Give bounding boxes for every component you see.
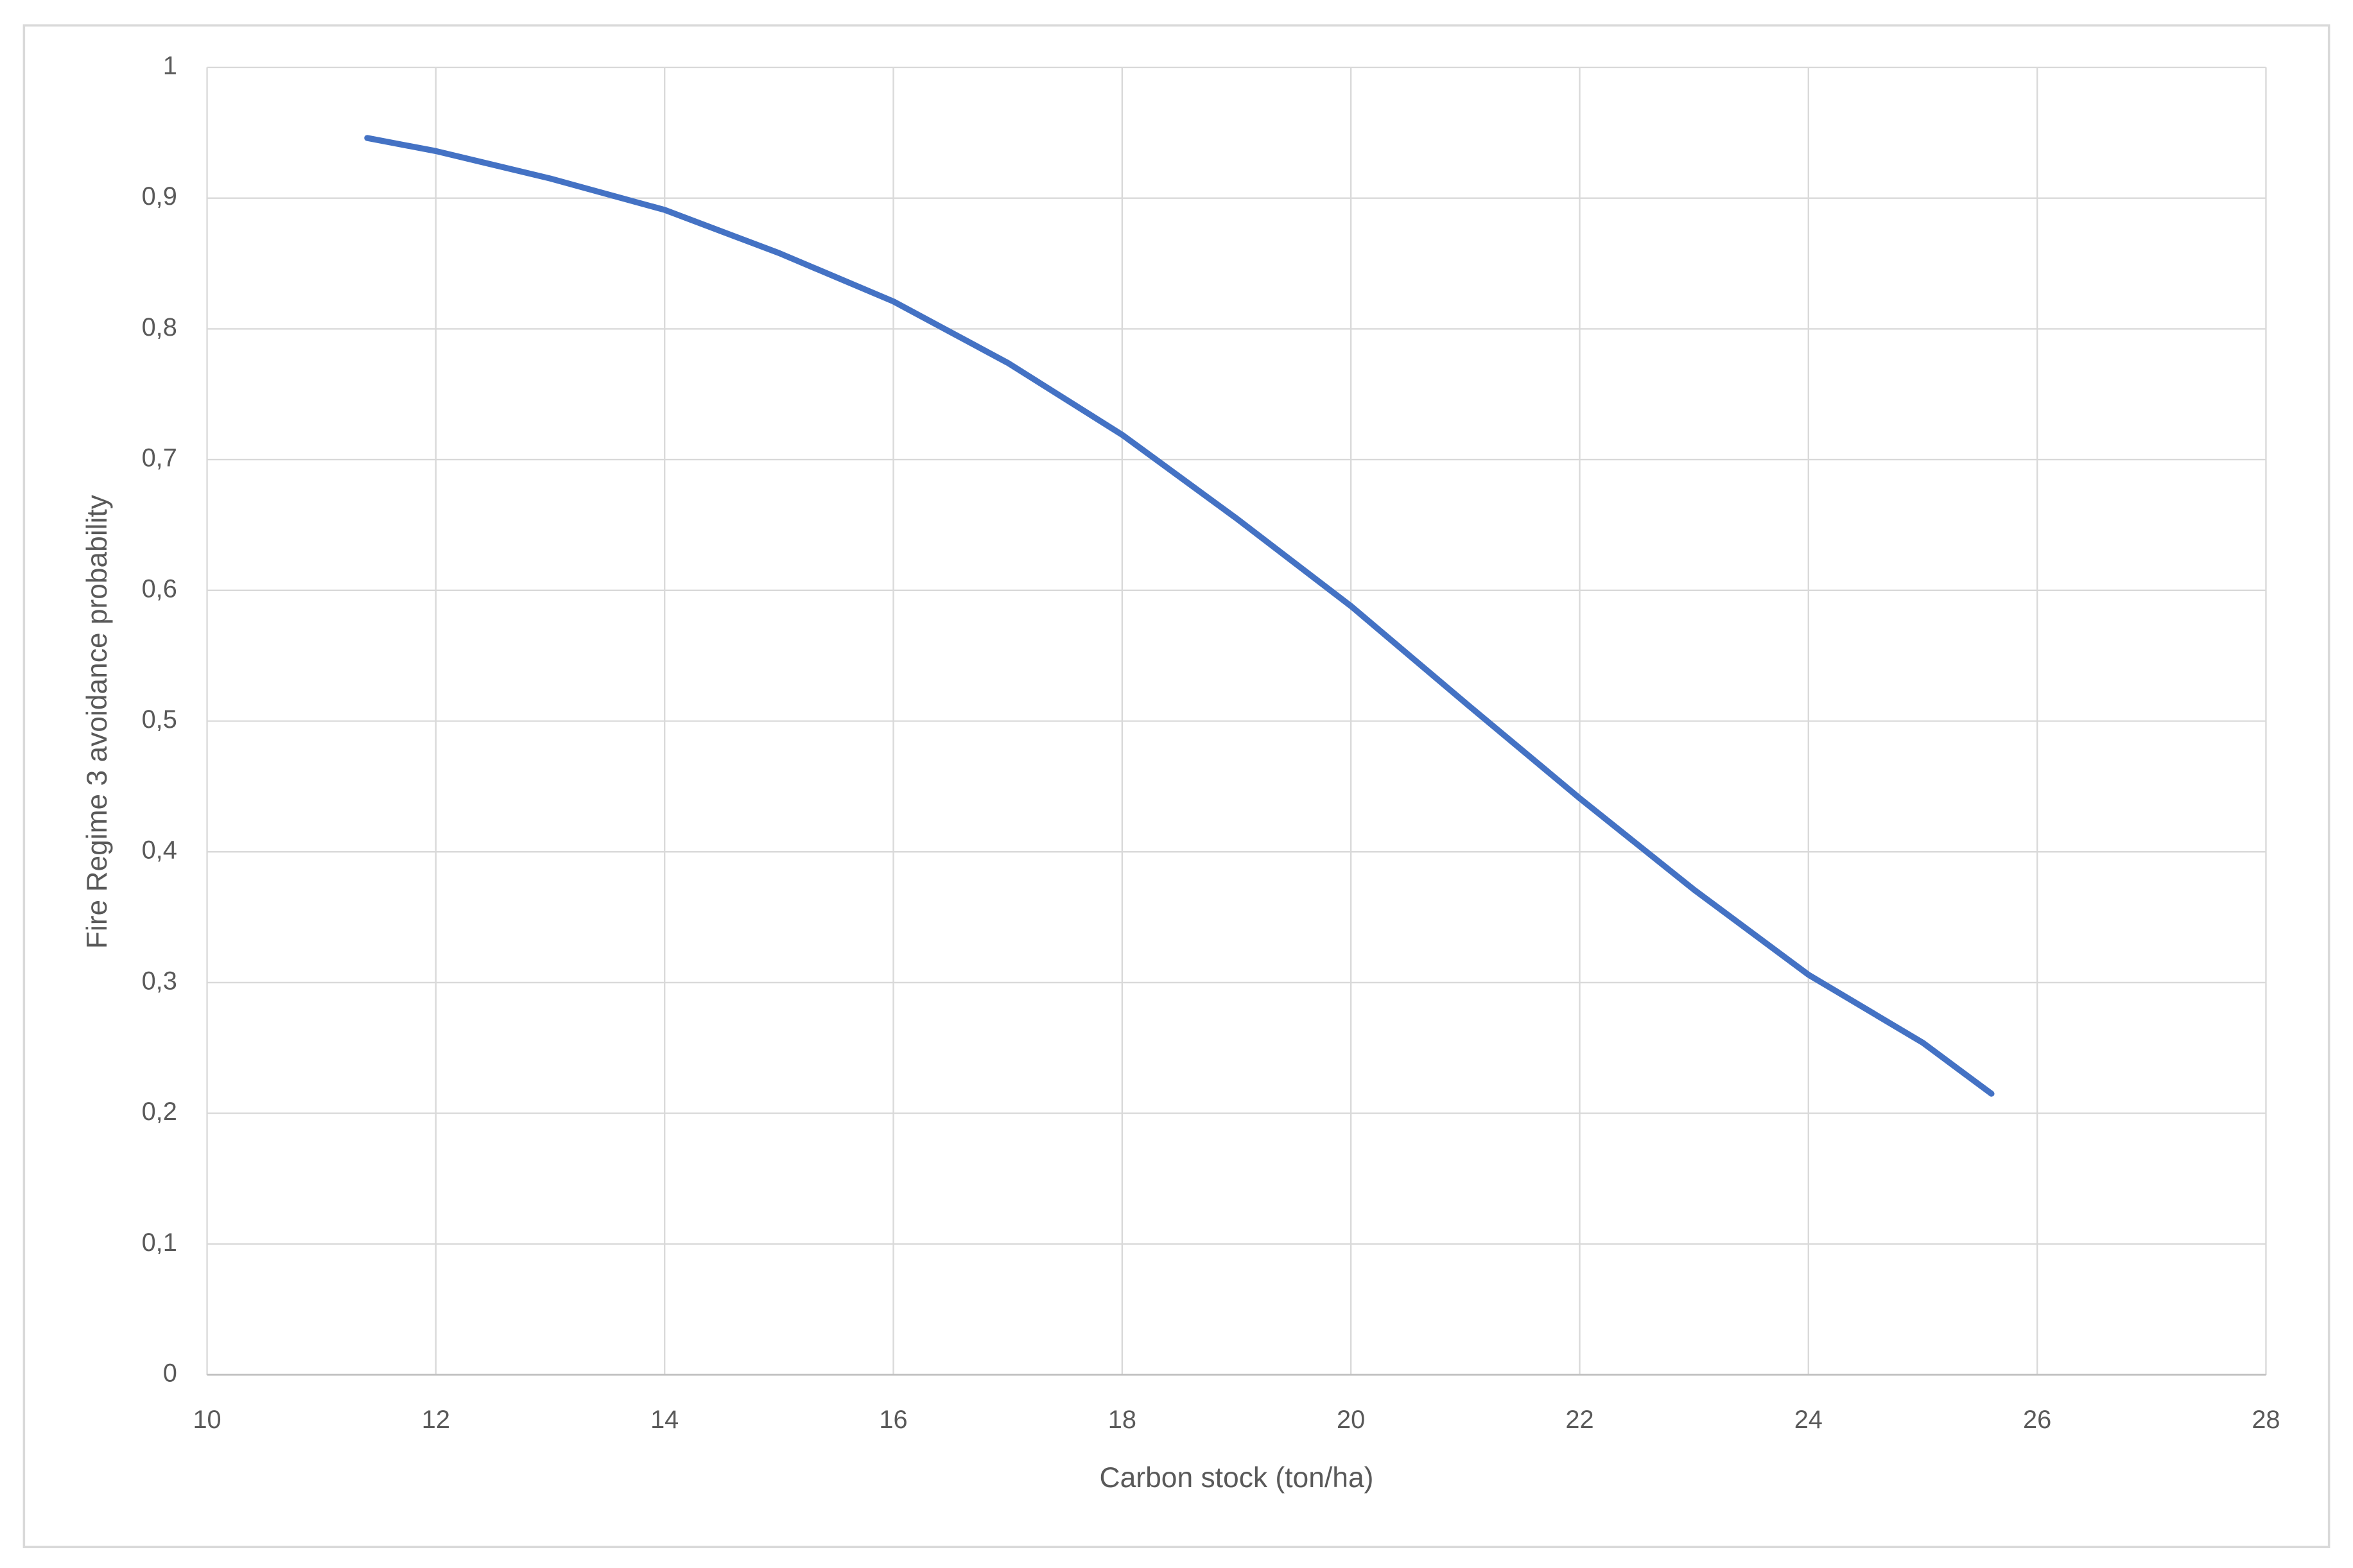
y-tick-label: 0,7 <box>142 444 177 472</box>
y-tick-label: 1 <box>163 52 177 80</box>
x-tick-label: 28 <box>2252 1406 2280 1434</box>
y-tick-label: 0,6 <box>142 574 177 603</box>
x-tick-label: 10 <box>193 1406 221 1434</box>
y-tick-label: 0,5 <box>142 705 177 734</box>
x-tick-label: 12 <box>422 1406 450 1434</box>
y-axis-title: Fire Regime 3 avoidance probability <box>82 494 113 949</box>
y-tick-label: 0,3 <box>142 967 177 995</box>
y-tick-label: 0,2 <box>142 1098 177 1126</box>
y-tick-label: 0,1 <box>142 1228 177 1257</box>
x-tick-label: 26 <box>2023 1406 2051 1434</box>
y-tick-label: 0,4 <box>142 836 177 865</box>
chart-border <box>22 24 2331 1549</box>
y-tick-label: 0,9 <box>142 182 177 211</box>
data-line <box>364 135 1995 1097</box>
x-axis-title: Carbon stock (ton/ha) <box>1100 1462 1374 1494</box>
y-tick-label: 0 <box>163 1359 177 1388</box>
x-tick-label: 16 <box>879 1406 907 1434</box>
x-tick-label: 14 <box>650 1406 679 1434</box>
x-tick-label: 22 <box>1565 1406 1593 1434</box>
x-tick-label: 18 <box>1108 1406 1136 1434</box>
x-tick-label: 24 <box>1794 1406 1823 1434</box>
y-tick-label: 0,8 <box>142 313 177 341</box>
x-tick-label: 20 <box>1337 1406 1365 1434</box>
